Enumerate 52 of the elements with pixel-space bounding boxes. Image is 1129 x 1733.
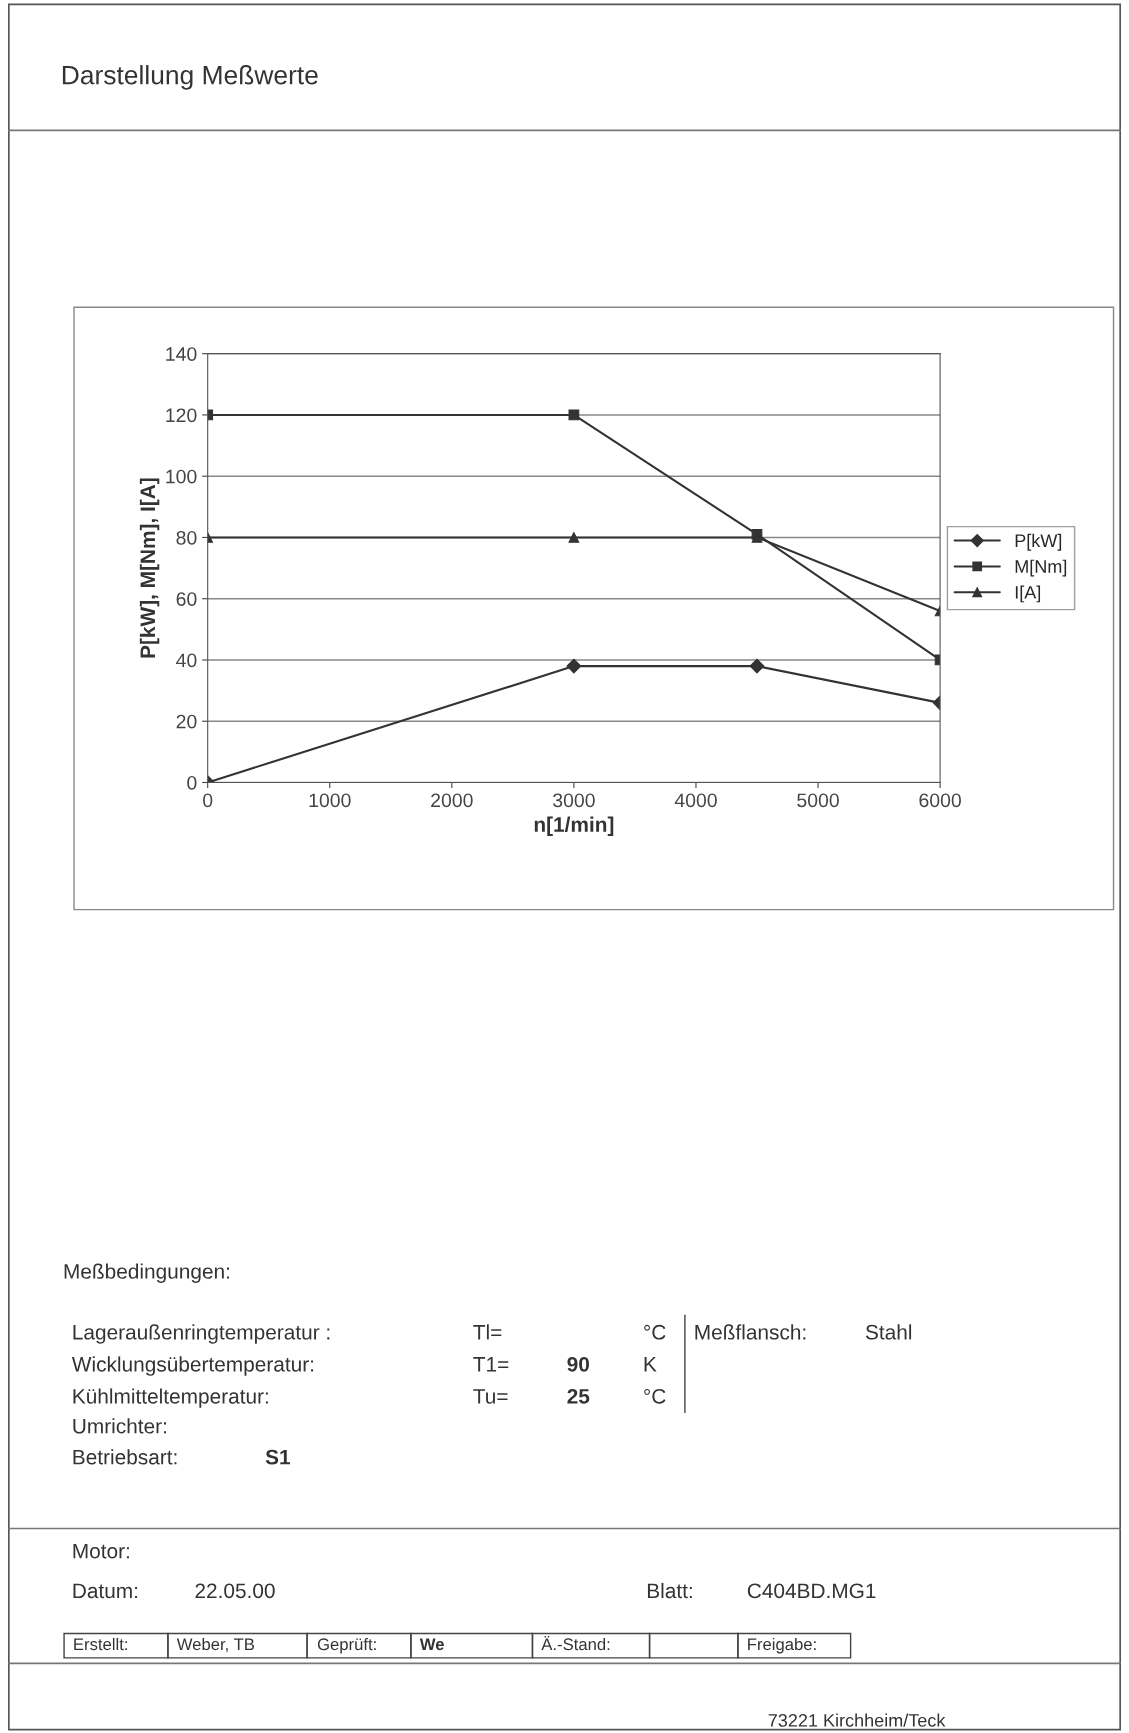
text: 90 bbox=[567, 1356, 590, 1372]
text: T1= bbox=[473, 1357, 509, 1372]
x-tick-label: 0 bbox=[203, 793, 213, 808]
text: 22.05.00 bbox=[195, 1583, 275, 1599]
text: Tl= bbox=[473, 1324, 502, 1340]
x-tick-label: 6000 bbox=[919, 793, 961, 808]
text: Datum: bbox=[73, 1583, 138, 1599]
legend-label: M[Nm] bbox=[1015, 559, 1067, 577]
point bbox=[749, 658, 765, 674]
legend-label: I[A] bbox=[1015, 585, 1041, 603]
text: Stahl bbox=[865, 1324, 912, 1340]
text: Geprüft: bbox=[317, 1637, 376, 1654]
x-tick-label: 5000 bbox=[797, 793, 839, 808]
text: 25 bbox=[567, 1388, 590, 1404]
text: Freigabe: bbox=[748, 1637, 816, 1654]
text: 73221 Kirchheim/Teck bbox=[768, 1713, 946, 1727]
text: Umrichter: bbox=[73, 1418, 166, 1434]
text: Kühlmitteltemperatur: bbox=[73, 1388, 268, 1408]
x-tick-label: 3000 bbox=[553, 793, 595, 808]
text: Weber, TB bbox=[176, 1637, 255, 1653]
y-tick-label: 120 bbox=[166, 408, 197, 423]
y-tick-label: 40 bbox=[176, 653, 197, 668]
text: Motor: bbox=[73, 1543, 129, 1559]
text: Lageraußenringtemperatur : bbox=[73, 1324, 330, 1344]
text: °C bbox=[644, 1324, 666, 1340]
text: Tu= bbox=[473, 1389, 508, 1404]
text: Betriebsart: bbox=[73, 1449, 177, 1465]
y-tick-label: 100 bbox=[166, 469, 197, 484]
text: S1 bbox=[265, 1449, 291, 1465]
point bbox=[566, 658, 582, 674]
x-tick-label: 1000 bbox=[309, 793, 351, 808]
y-tick-label: 140 bbox=[166, 347, 197, 361]
text: °C bbox=[644, 1388, 666, 1404]
y-tick-label: 0 bbox=[187, 775, 197, 790]
y-tick-label: 60 bbox=[176, 592, 197, 606]
text: C404BD.MG1 bbox=[747, 1583, 876, 1599]
y-axis-title: P[kW], M[Nm], I[A] bbox=[139, 478, 160, 658]
text: Erstellt: bbox=[74, 1637, 127, 1651]
text: Meßbedingungen: bbox=[64, 1263, 230, 1283]
chart-title: Darstellung Meßwerte bbox=[62, 65, 318, 90]
text: Ä.-Stand: bbox=[541, 1636, 610, 1651]
text: K bbox=[644, 1357, 657, 1372]
x-axis-title: n[1/min] bbox=[534, 816, 614, 837]
text: Meßflansch: bbox=[695, 1324, 806, 1340]
y-tick-label: 80 bbox=[176, 530, 197, 545]
legend-label: P[kW] bbox=[1015, 533, 1062, 551]
y-tick-label: 20 bbox=[176, 714, 197, 729]
x-tick-label: 4000 bbox=[674, 793, 717, 808]
text: Wicklungsübertemperatur: bbox=[71, 1356, 314, 1376]
text: Blatt: bbox=[647, 1582, 692, 1599]
x-tick-label: 2000 bbox=[431, 793, 473, 808]
text: We bbox=[419, 1638, 444, 1651]
